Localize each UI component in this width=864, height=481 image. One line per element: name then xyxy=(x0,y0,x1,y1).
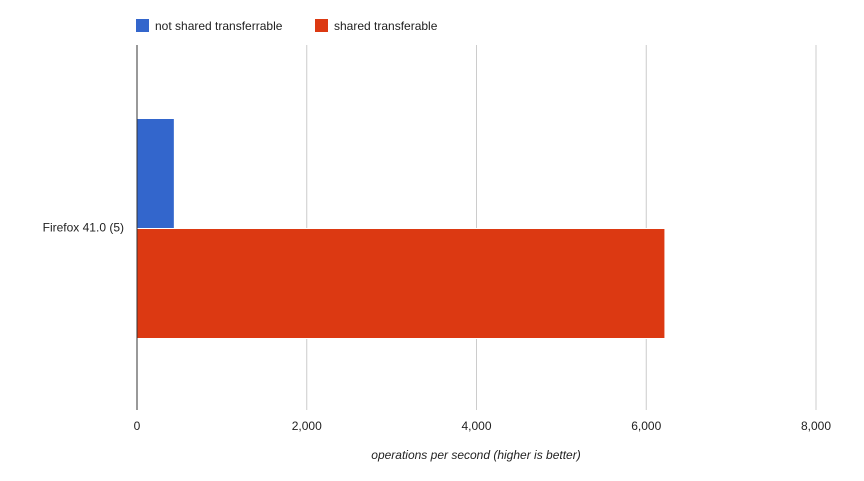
bar-shared xyxy=(136,228,666,339)
legend-label: not shared transferrable xyxy=(155,19,283,33)
x-axis-title: operations per second (higher is better) xyxy=(371,448,580,462)
x-tick-label: 0 xyxy=(134,419,141,433)
bar-not-shared xyxy=(136,118,175,229)
y-category-label: Firefox 41.0 (5) xyxy=(43,221,124,235)
legend: not shared transferrable shared transfera… xyxy=(136,19,438,33)
x-tick-label: 2,000 xyxy=(292,419,322,433)
axes: 0 2,000 4,000 6,000 8,000 Firefox 41.0 (5) xyxy=(43,45,831,433)
legend-label: shared transferable xyxy=(334,19,438,33)
x-tick-label: 8,000 xyxy=(801,419,831,433)
x-tick-label: 4,000 xyxy=(461,419,491,433)
legend-swatch xyxy=(315,19,328,32)
legend-swatch xyxy=(136,19,149,32)
gridlines xyxy=(306,45,817,410)
bars xyxy=(136,118,666,339)
x-tick-label: 6,000 xyxy=(631,419,661,433)
